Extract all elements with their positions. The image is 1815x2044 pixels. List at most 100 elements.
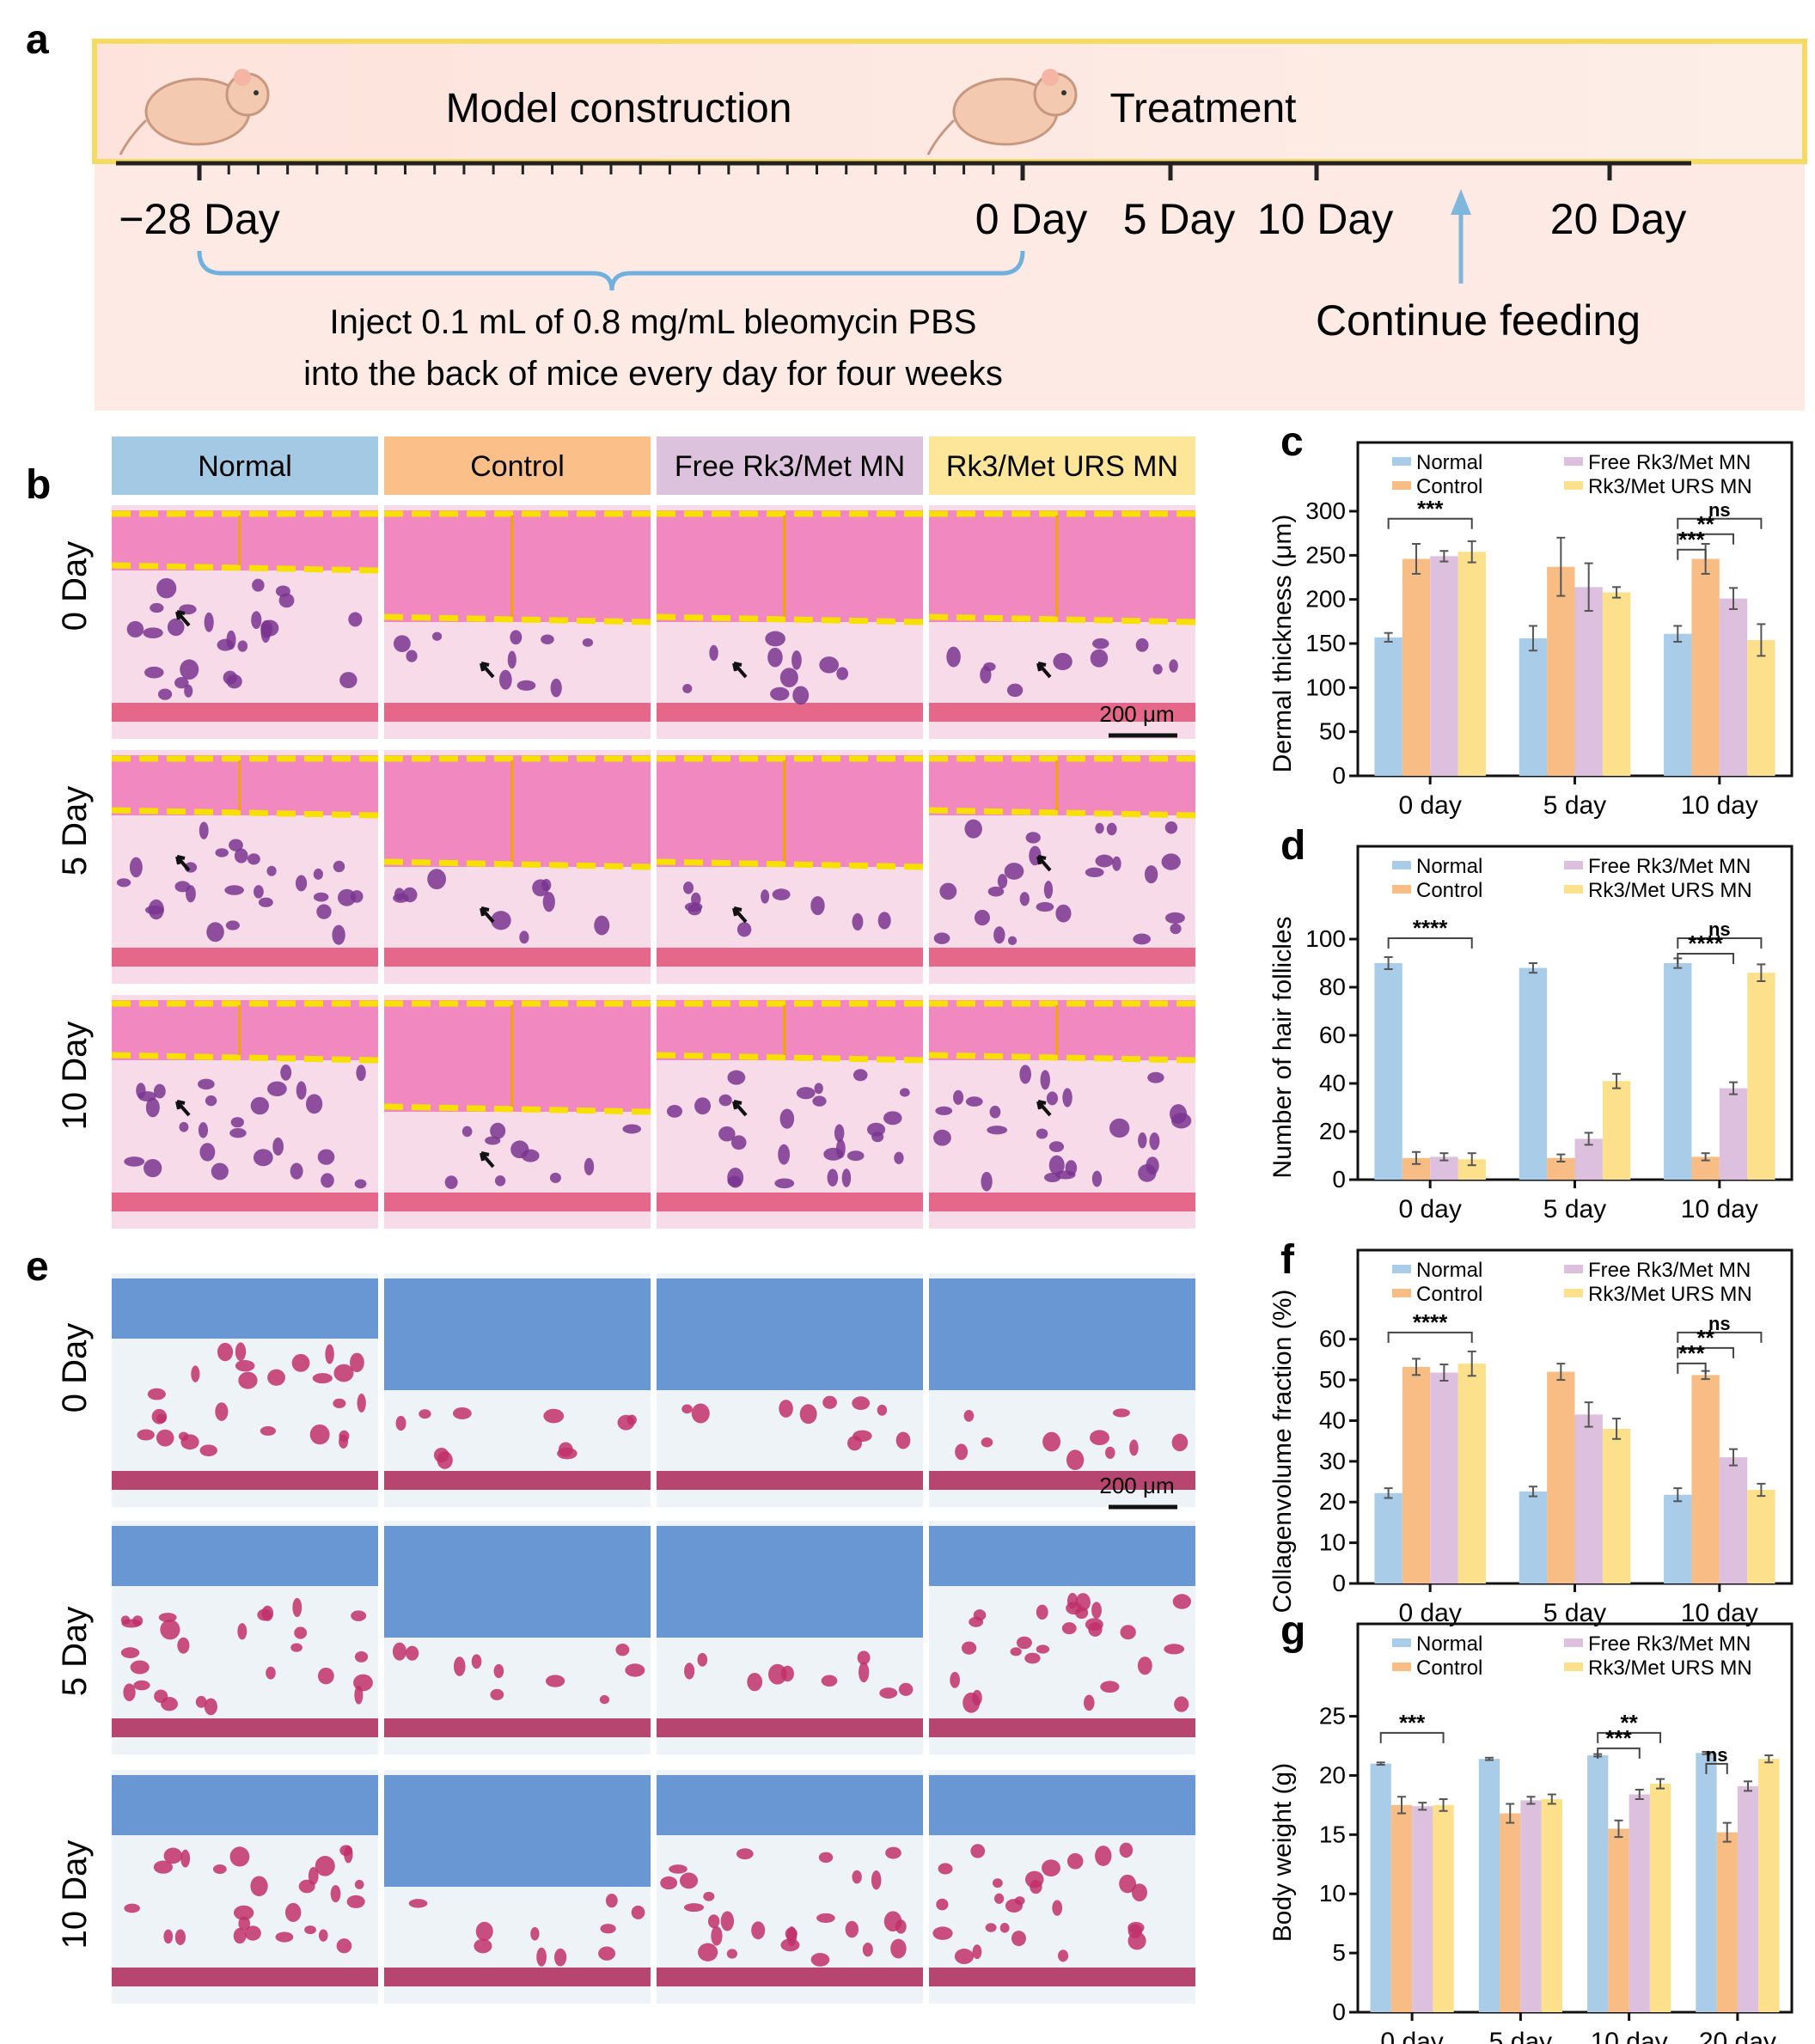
hair-follicle xyxy=(1010,1647,1022,1657)
legend-label: Normal xyxy=(1416,1632,1482,1656)
hair-follicle xyxy=(1052,1900,1063,1916)
hair-follicle xyxy=(730,1135,747,1150)
hair-follicle xyxy=(237,1623,248,1640)
he-tile xyxy=(928,505,1196,739)
hair-follicle xyxy=(1128,1924,1143,1938)
hair-follicle xyxy=(494,1175,506,1187)
y-tick-label: 0 xyxy=(1332,762,1346,789)
x-tick-label: 0 day xyxy=(1398,1195,1461,1223)
injection-text-line2: into the back of mice every day for four… xyxy=(303,355,1003,393)
dermis-layer xyxy=(657,1775,923,1835)
hair-follicle xyxy=(992,1878,1003,1888)
hair-follicle xyxy=(126,620,144,638)
hair-follicle xyxy=(474,1938,492,1954)
panel-label-c: c xyxy=(1280,419,1304,465)
hair-follicle xyxy=(542,892,555,912)
hair-follicle xyxy=(605,1894,618,1908)
group-header-bar: Normal Control Free Rk3/Met MN Rk3/Met U… xyxy=(112,436,1195,495)
muscle-layer xyxy=(657,1471,923,1490)
group-label-control: Control xyxy=(470,450,565,483)
hair-follicle xyxy=(1016,1636,1032,1650)
hair-follicle xyxy=(1036,1604,1048,1620)
hair-follicle xyxy=(819,656,840,674)
significance-label: *** xyxy=(1417,496,1444,522)
legend-label: Rk3/Met URS MN xyxy=(1588,1657,1752,1680)
bar xyxy=(1519,638,1548,776)
hair-follicle xyxy=(1036,1128,1048,1139)
muscle-layer xyxy=(384,1718,651,1737)
bar xyxy=(1374,637,1402,776)
hair-follicle xyxy=(553,1948,567,1967)
hair-follicle xyxy=(346,1895,365,1908)
he-tile xyxy=(928,750,1196,984)
panel-label-g: g xyxy=(1280,1608,1305,1654)
hair-follicle xyxy=(792,686,810,705)
hair-follicle xyxy=(156,1429,174,1447)
bar xyxy=(1574,1414,1603,1583)
hair-follicle xyxy=(316,904,332,919)
hair-follicle xyxy=(291,1353,310,1372)
hair-follicle xyxy=(1040,1070,1050,1090)
hair-follicle xyxy=(444,1175,458,1189)
hair-follicle xyxy=(1144,865,1158,884)
hair-follicle xyxy=(703,1891,715,1901)
bar xyxy=(1587,1755,1609,2012)
hair-follicle xyxy=(818,1852,834,1864)
hair-follicle xyxy=(247,853,260,865)
hair-follicle xyxy=(1006,683,1024,698)
hair-follicle xyxy=(337,888,357,906)
phase-treatment-label: Treatment xyxy=(1110,86,1297,131)
hair-follicle xyxy=(212,1864,227,1875)
hair-follicle xyxy=(278,593,295,608)
bar xyxy=(1541,1799,1562,2012)
hair-follicle xyxy=(720,1911,735,1931)
bar xyxy=(1602,1081,1631,1180)
hair-follicle xyxy=(1043,881,1054,900)
y-tick-label: 100 xyxy=(1305,925,1346,952)
hair-follicle xyxy=(1119,1874,1137,1894)
hair-follicle xyxy=(235,1342,247,1362)
muscle-layer xyxy=(929,1471,1195,1490)
hair-follicle xyxy=(427,869,447,890)
hair-follicle xyxy=(174,881,191,893)
hair-follicle xyxy=(697,1652,708,1667)
muscle-layer xyxy=(112,1193,378,1211)
dermis-layer xyxy=(384,510,651,622)
hair-follicle xyxy=(536,1947,547,1967)
hair-follicle xyxy=(198,1078,215,1090)
hair-follicle xyxy=(224,885,244,895)
significance-bracket xyxy=(1387,517,1473,529)
hair-follicle xyxy=(834,1124,845,1143)
hair-follicle xyxy=(852,1396,871,1411)
bar xyxy=(1758,1759,1780,2012)
significance-label: ** xyxy=(1621,1710,1639,1736)
histology-grid xyxy=(111,505,1196,2004)
arrow-icon xyxy=(175,1100,191,1117)
hair-follicle xyxy=(510,1140,529,1159)
legend-swatch xyxy=(1564,457,1583,466)
legend-label: Normal xyxy=(1416,1259,1482,1282)
hair-follicle xyxy=(237,640,248,652)
legend-swatch xyxy=(1392,457,1411,466)
hair-follicle xyxy=(1112,856,1121,871)
legend-swatch xyxy=(1564,481,1583,490)
hair-follicle xyxy=(963,1409,975,1422)
hair-follicle xyxy=(180,1434,199,1450)
hair-follicle xyxy=(160,1619,180,1640)
hair-follicle xyxy=(617,1414,635,1431)
hair-follicle xyxy=(981,1171,993,1192)
hair-follicle xyxy=(1004,863,1024,880)
hair-follicle xyxy=(180,1849,191,1868)
hair-follicle xyxy=(1138,1132,1147,1149)
panel-label-e: e xyxy=(26,1244,49,1290)
he-row-label-0: 0 Day xyxy=(56,541,94,632)
dermis-layer xyxy=(384,1526,651,1638)
hair-follicle xyxy=(974,909,990,926)
hair-follicle xyxy=(1119,1842,1134,1858)
hair-follicle xyxy=(1120,1625,1136,1640)
group-label-free: Free Rk3/Met MN xyxy=(675,450,905,483)
legend-swatch xyxy=(1564,885,1583,894)
hair-follicle xyxy=(124,1903,140,1913)
significance-label: *** xyxy=(1399,1710,1426,1736)
